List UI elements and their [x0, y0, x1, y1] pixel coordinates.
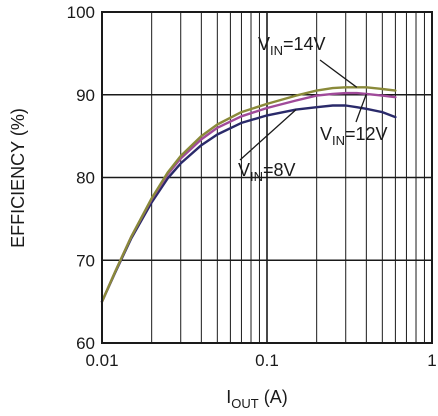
y-tick-label: 90	[76, 86, 95, 105]
x-tick-label: 1	[427, 351, 436, 370]
leader-line-vin-12v	[355, 93, 367, 123]
leader-line-vin-8v	[239, 109, 297, 161]
series-label-vin-8v: VIN=8V	[238, 160, 296, 184]
plot-frame	[101, 11, 433, 344]
y-tick-label: 70	[76, 251, 95, 270]
series-label-vin-12v: VIN=12V	[320, 124, 388, 148]
y-tick-label: 100	[67, 3, 95, 22]
series-label-vin-14v: VIN=14V	[258, 34, 326, 58]
leader-line-vin-14v	[319, 59, 358, 88]
series-lines	[100, 86, 397, 303]
x-tick-label: 0.1	[255, 351, 279, 370]
series-line-2	[100, 104, 397, 303]
y-axis-label: EFFICIENCY (%)	[8, 108, 28, 248]
tick-labels: 60 70 80 90 100 0.01 0.1 1	[67, 3, 437, 370]
x-tick-label: 0.01	[85, 351, 118, 370]
y-tick-label: 80	[76, 169, 95, 188]
y-tick-label: 60	[76, 334, 95, 353]
grid	[102, 12, 432, 343]
x-axis-label: IOUT (A)	[226, 387, 287, 411]
series-line-0	[100, 86, 397, 303]
